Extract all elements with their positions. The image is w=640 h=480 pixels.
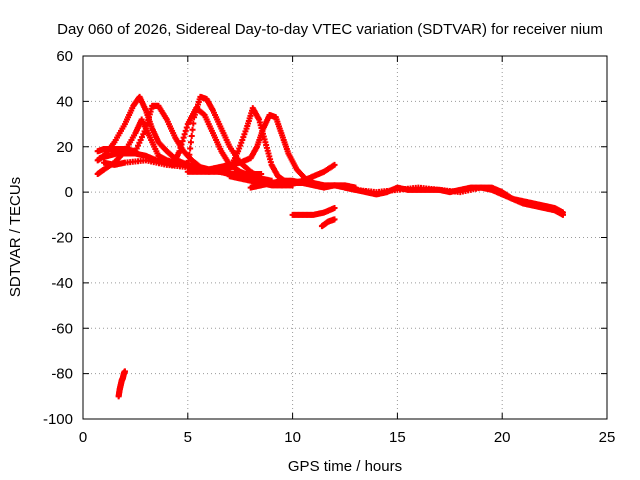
data-point	[179, 138, 186, 145]
x-tick-label: 5	[184, 429, 192, 446]
y-tick-label: 60	[56, 48, 73, 65]
y-tick-label: -80	[51, 366, 73, 383]
y-tick-label: 0	[65, 184, 73, 201]
data-point	[185, 157, 192, 164]
y-tick-label: -60	[51, 320, 73, 337]
data-point	[559, 209, 566, 216]
series-track-10	[289, 205, 338, 218]
y-tick-label: -100	[43, 411, 73, 428]
data-point	[331, 161, 338, 168]
y-tick-label: 40	[56, 93, 73, 110]
data-point	[187, 139, 194, 146]
data-series	[94, 93, 566, 400]
series-track-13	[342, 184, 566, 216]
data-point	[190, 120, 197, 127]
data-point	[121, 368, 128, 375]
series-track-14	[115, 368, 128, 400]
data-point	[176, 148, 183, 155]
data-point	[189, 126, 196, 133]
series-track-11	[318, 216, 338, 230]
x-axis-label: GPS time / hours	[288, 458, 402, 475]
data-point	[331, 216, 338, 223]
x-tick-label: 0	[79, 429, 87, 446]
x-tick-label: 10	[284, 429, 301, 446]
y-tick-label: -20	[51, 230, 73, 247]
axis-ticks: 0 5 10 15 20 25 -100 -80 -60 -40 -20 0 20 40 60	[43, 48, 615, 446]
series-track-5	[100, 93, 296, 189]
y-tick-label: 20	[56, 139, 73, 156]
series-track-9	[247, 177, 359, 191]
data-point	[186, 151, 193, 158]
data-point	[180, 134, 187, 141]
x-tick-label: 20	[494, 429, 511, 446]
data-point	[331, 205, 338, 212]
data-point	[181, 131, 188, 138]
data-point	[183, 124, 190, 131]
x-tick-label: 15	[389, 429, 406, 446]
x-tick-label: 25	[599, 429, 616, 446]
data-point	[182, 127, 189, 134]
data-point	[177, 144, 184, 151]
chart-title: Day 060 of 2026, Sidereal Day-to-day VTE…	[57, 21, 603, 38]
data-point	[187, 145, 194, 152]
grid	[83, 56, 607, 419]
data-point	[178, 141, 185, 148]
data-point	[188, 132, 195, 139]
y-tick-label: -40	[51, 275, 73, 292]
y-axis-label: SDTVAR / TECUs	[7, 177, 24, 297]
